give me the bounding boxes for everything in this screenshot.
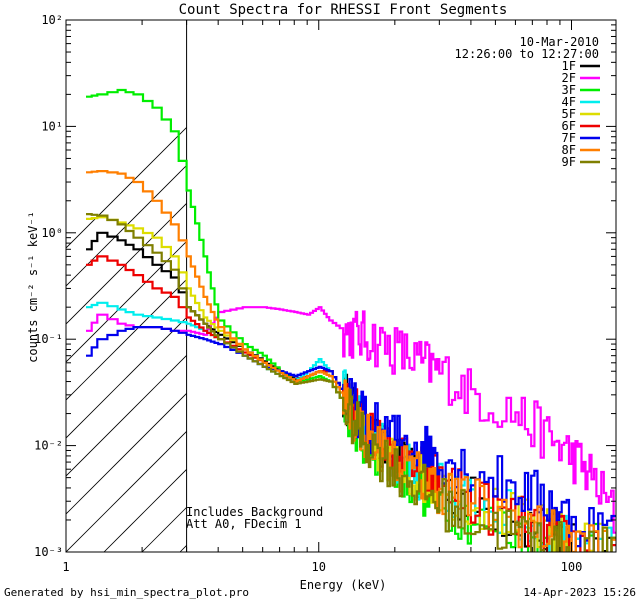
- background-annotation: Includes Background: [186, 505, 323, 519]
- series-line-9f: [86, 213, 616, 552]
- hatch-line: [636, 20, 640, 552]
- hatch-line: [446, 20, 640, 552]
- y-tick-label: 10²: [41, 13, 63, 27]
- legend-label-7f: 7F: [562, 131, 576, 145]
- hatch-line: [103, 468, 187, 552]
- legend-label-9f: 9F: [562, 155, 576, 169]
- legend-label-8f: 8F: [562, 143, 576, 157]
- hatch-line: [66, 202, 187, 325]
- attenuator-annotation: Att A0, FDecim 1: [186, 517, 302, 531]
- x-tick-label: 10: [312, 560, 326, 574]
- legend-label-6f: 6F: [562, 119, 576, 133]
- footer-timestamp: 14-Apr-2023 15:26: [523, 586, 636, 599]
- time-range-label: 12:26:00 to 12:27:00: [455, 47, 600, 61]
- legend-label-1f: 1F: [562, 59, 576, 73]
- series-line-2f: [86, 306, 616, 534]
- chart-title: Count Spectra for RHESSI Front Segments: [179, 2, 508, 18]
- hatch-line: [66, 164, 187, 287]
- series-line-3f: [86, 88, 616, 552]
- hatch-line: [66, 354, 187, 477]
- y-tick-label: 10⁰: [41, 226, 63, 240]
- y-tick-label: 10⁻³: [34, 545, 63, 559]
- series-layer: [86, 88, 616, 552]
- excluded-energy-hatch: [66, 20, 640, 552]
- hatch-line: [66, 278, 187, 401]
- x-tick-label: 100: [561, 560, 583, 574]
- y-axis-label: counts cm⁻² s⁻¹ keV⁻¹: [26, 211, 40, 363]
- footer-generator: Generated by hsi_min_spectra_plot.pro: [4, 586, 249, 599]
- legend-label-5f: 5F: [562, 107, 576, 121]
- y-tick-label: 10⁻¹: [34, 332, 63, 346]
- plot-frame: [65, 19, 617, 553]
- legend-label-2f: 2F: [562, 71, 576, 85]
- legend-label-3f: 3F: [562, 83, 576, 97]
- hatch-line: [66, 126, 187, 249]
- axis-ticks: 1 10 100 10⁻³ 10⁻² 10⁻¹ 10⁰ 10¹ 10²: [34, 13, 616, 574]
- x-axis-label: Energy (keV): [300, 578, 387, 592]
- hatch-line: [66, 430, 187, 552]
- y-tick-label: 10⁻²: [34, 439, 63, 453]
- legend-label-4f: 4F: [562, 95, 576, 109]
- hatch-line: [66, 240, 187, 363]
- x-tick-label: 1: [62, 560, 69, 574]
- hatch-line: [66, 392, 187, 515]
- date-label: 10-Mar-2010: [520, 35, 599, 49]
- y-tick-label: 10¹: [41, 119, 63, 133]
